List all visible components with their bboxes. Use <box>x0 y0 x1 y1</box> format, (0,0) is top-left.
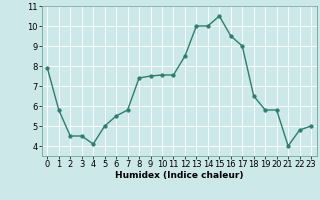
X-axis label: Humidex (Indice chaleur): Humidex (Indice chaleur) <box>115 171 244 180</box>
